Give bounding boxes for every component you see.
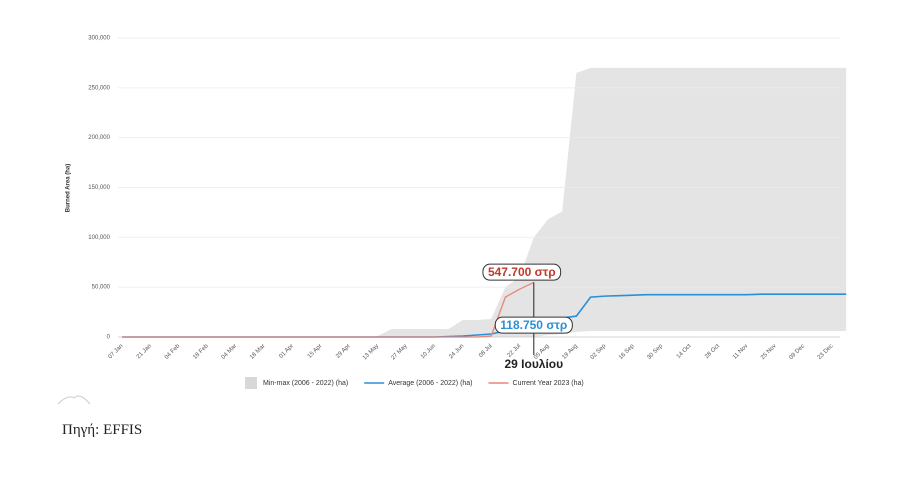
y-tick-label: 150,000 [88, 185, 110, 191]
x-tick-label: 16 Sep [618, 343, 636, 361]
x-tick-label: 28 Oct [704, 343, 721, 360]
x-tick-label: 10 Jun [420, 343, 437, 360]
x-tick-label: 29 Apr [335, 343, 352, 360]
x-tick-label: 24 Jun [448, 343, 465, 360]
range-area [122, 67, 847, 338]
x-tick-label: 14 Oct [676, 343, 693, 360]
annotation-date: 29 Ιουλίου [504, 357, 563, 371]
value-label: 118.750 στρ [500, 318, 567, 332]
x-tick-label: 02 Sep [590, 343, 608, 361]
legend-swatch [245, 377, 257, 389]
legend-label: Current Year 2023 (ha) [513, 380, 584, 387]
source: Πηγή: EFFIS [62, 422, 143, 438]
y-tick-label: 300,000 [88, 36, 110, 42]
x-tick-label: 27 May [390, 343, 408, 361]
x-tick-label: 04 Mar [221, 343, 238, 360]
x-tick-label: 08 Jul [478, 343, 494, 359]
x-tick-label: 18 Mar [249, 343, 266, 360]
x-tick-label: 23 Dec [817, 343, 835, 361]
x-tick-label: 15 Apr [307, 343, 324, 360]
chart: Burned Area (ha) 0 50,000 100,000 150,000 20… [57, 36, 847, 405]
x-tick-label: 30 Sep [646, 343, 664, 361]
y-tick-label: 200,000 [88, 135, 110, 141]
value-label-box [482, 263, 562, 281]
x-tick-label: 11 Nov [732, 343, 749, 360]
x-tick-label: 04 Feb [164, 343, 182, 361]
value-label: 547.700 στρ [488, 265, 556, 279]
x-tick-label: 25 Nov [760, 343, 778, 361]
x-tick-label: 21 Jan [136, 343, 153, 360]
x-tick-label: 07 Jan [108, 343, 125, 360]
y-tick-label: 250,000 [88, 85, 110, 91]
y-tick-label: 100,000 [88, 235, 110, 241]
y-tick-label: 0 [107, 335, 111, 341]
x-tick-label: 09 Dec [788, 343, 806, 361]
value-label-box [494, 316, 573, 334]
x-tick-label: 01 Apr [278, 343, 295, 360]
range-area-low [122, 331, 847, 337]
legend-label: Min-max (2006 - 2022) (ha) [263, 380, 348, 387]
x-tick-label: 18 Feb [192, 343, 210, 361]
x-tick-label: 19 Aug [561, 343, 578, 360]
legend-label: Average (2006 - 2022) (ha) [388, 380, 472, 387]
logo [57, 395, 91, 405]
x-tick-label: 13 May [362, 343, 380, 361]
y-axis-label: Burned Area (ha) [66, 164, 72, 212]
series-line [122, 281, 535, 338]
y-tick-label: 50,000 [92, 285, 111, 291]
